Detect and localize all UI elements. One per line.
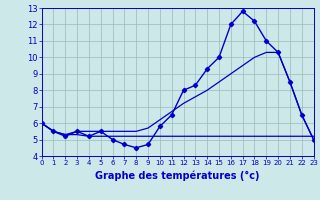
X-axis label: Graphe des températures (°c): Graphe des températures (°c) (95, 170, 260, 181)
